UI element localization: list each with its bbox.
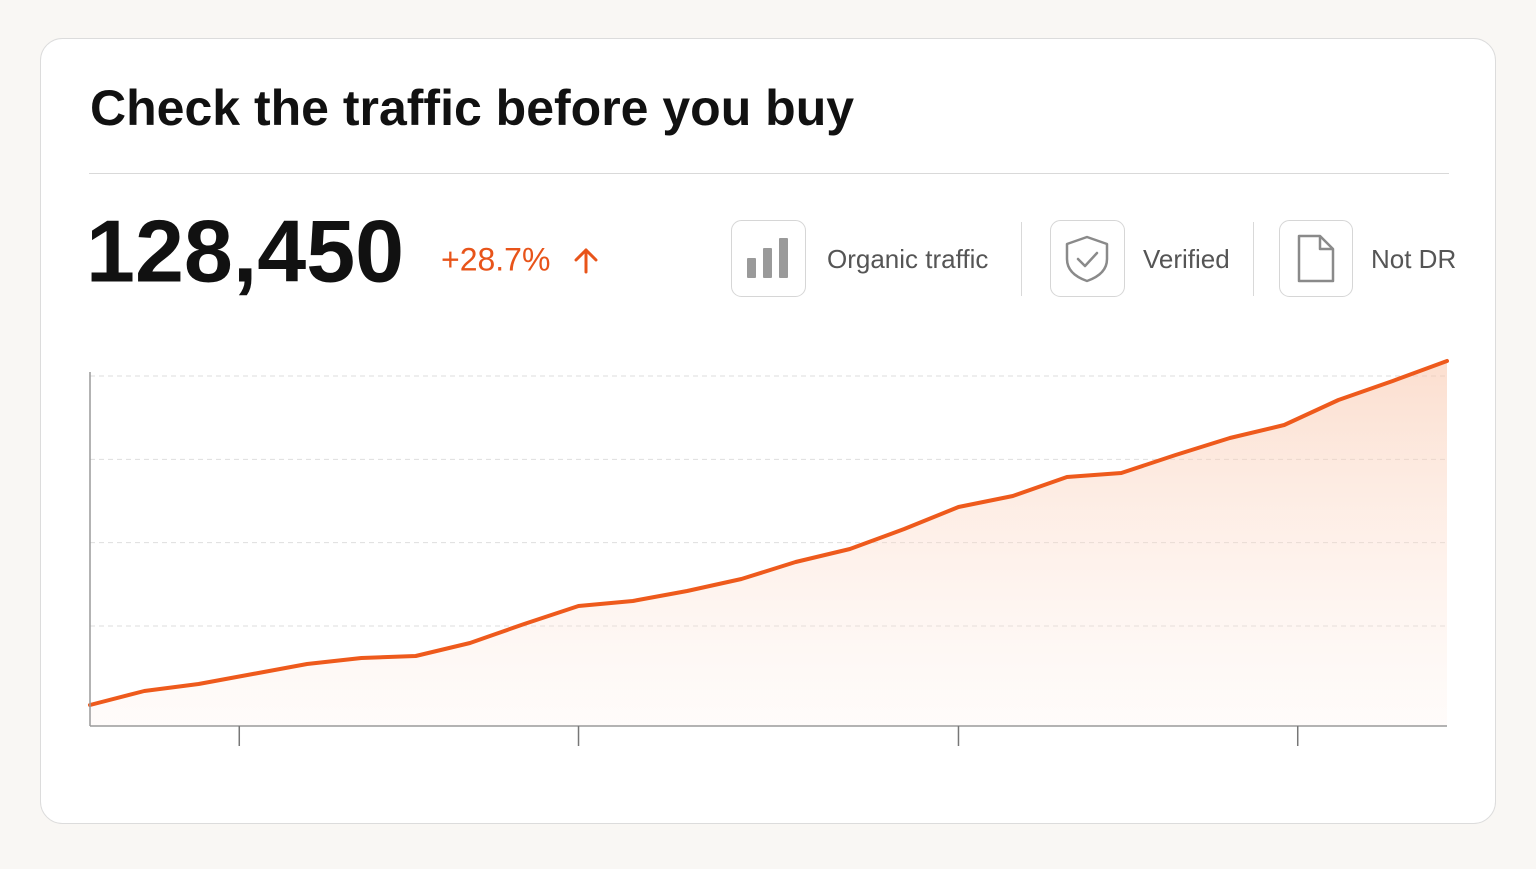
badge-icon-box [1279,220,1353,297]
metric-value: 128,450 [86,201,404,300]
shield-icon [1065,235,1109,283]
badge-label: Verified [1143,244,1230,274]
bar-icon [747,238,788,278]
badge-label: Organic traffic [827,244,988,274]
metric-change: +28.7% [441,241,550,277]
title: Check the traffic before you buy [90,80,854,136]
area-fill [90,361,1447,726]
document-icon [1297,234,1335,283]
chart [88,359,1449,746]
badge-icon-box [1050,220,1125,297]
line [88,359,1449,707]
badge-label: Not DR [1371,244,1456,274]
up-arrow [574,248,598,274]
